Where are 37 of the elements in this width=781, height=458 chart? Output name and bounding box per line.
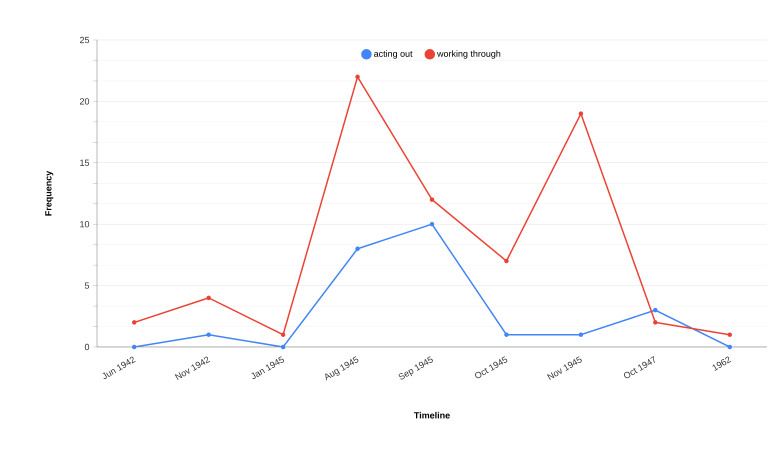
y-tick-label: 5	[84, 282, 90, 289]
point	[578, 111, 584, 116]
point	[206, 332, 211, 337]
point	[430, 197, 434, 202]
point	[132, 320, 136, 325]
point	[728, 344, 732, 350]
x-axis-title: Timeline	[414, 412, 450, 418]
point	[653, 308, 658, 312]
x-tick-label: Nov 1942	[174, 356, 210, 380]
x-tick-label: Oct 1947	[624, 356, 655, 378]
x-tick-label: Nov 1945	[547, 356, 582, 380]
x-tick-label: Jun 1942	[102, 356, 136, 380]
point	[653, 320, 658, 325]
point	[132, 344, 136, 350]
point	[355, 74, 360, 80]
y-tick-label: 15	[80, 160, 90, 166]
x-tick-label: Oct 1945	[475, 356, 508, 378]
y-tick-label: 25	[80, 36, 90, 44]
legend-label: acting out	[374, 50, 412, 59]
point	[355, 246, 360, 251]
y-tick-label: 10	[80, 221, 90, 228]
y-tick-label: 0	[84, 344, 90, 350]
legend-label: working through	[437, 50, 500, 59]
y-axis-title: Frequency	[45, 170, 54, 216]
point	[504, 332, 509, 337]
x-tick-label: 1962	[712, 356, 732, 371]
point	[280, 344, 286, 350]
y-tick-label: 20	[80, 98, 90, 105]
point	[504, 258, 509, 264]
point	[280, 332, 286, 337]
point	[206, 296, 211, 300]
point	[430, 222, 434, 226]
point	[728, 332, 732, 337]
x-tick-label: Sep 1945	[398, 356, 433, 380]
x-tick-label: Jan 1945	[251, 356, 284, 380]
point	[578, 332, 584, 337]
x-tick-label: Aug 1945	[325, 356, 358, 380]
